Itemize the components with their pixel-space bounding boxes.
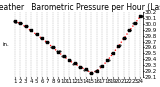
Point <box>45 42 47 43</box>
Point <box>41 37 43 39</box>
Point <box>59 51 61 52</box>
Point <box>83 69 86 70</box>
Point <box>94 70 97 71</box>
Point <box>129 30 132 31</box>
Point <box>117 45 120 46</box>
Point <box>13 21 16 22</box>
Point <box>57 51 60 52</box>
Point <box>39 37 42 38</box>
Point <box>112 52 114 54</box>
Point <box>89 72 92 73</box>
Point <box>108 59 110 60</box>
Point <box>63 55 65 56</box>
Point <box>30 30 32 31</box>
Point <box>63 55 65 57</box>
Point <box>46 41 49 43</box>
Point <box>139 15 141 17</box>
Point <box>20 23 23 24</box>
Point <box>72 62 75 64</box>
Point <box>35 33 38 35</box>
Point <box>80 67 82 68</box>
Point <box>24 25 27 27</box>
Point <box>29 30 32 31</box>
Point <box>46 41 48 43</box>
Point <box>56 51 59 52</box>
Point <box>123 37 125 39</box>
Point <box>79 66 81 68</box>
Point <box>133 22 136 24</box>
Title: Milwaukee Weather   Barometric Pressure per Hour (Last 24 Hours): Milwaukee Weather Barometric Pressure pe… <box>0 3 160 12</box>
Point <box>50 46 53 48</box>
Point <box>96 70 99 71</box>
Point <box>34 33 37 35</box>
Point <box>100 65 103 67</box>
Point <box>106 59 109 61</box>
Point <box>118 45 121 46</box>
Point <box>91 72 93 74</box>
Point <box>74 63 77 64</box>
Point <box>140 15 143 17</box>
Point <box>140 15 143 17</box>
Point <box>106 59 108 61</box>
Point <box>30 30 32 31</box>
Point <box>126 30 129 31</box>
Point <box>15 21 17 22</box>
Point <box>133 22 136 24</box>
Point <box>40 37 42 38</box>
Point <box>19 22 21 24</box>
Point <box>138 15 141 17</box>
Point <box>84 69 87 70</box>
Point <box>129 30 132 31</box>
Point <box>86 69 88 70</box>
Point <box>19 22 22 24</box>
Point <box>89 72 92 74</box>
Point <box>41 37 44 38</box>
Point <box>14 21 17 22</box>
Point <box>95 70 98 71</box>
Point <box>80 66 83 68</box>
Point <box>13 21 16 22</box>
Point <box>73 63 76 64</box>
Point <box>132 23 135 24</box>
Point <box>35 33 38 35</box>
Point <box>72 63 75 64</box>
Point <box>122 37 124 39</box>
Text: in.: in. <box>3 42 9 47</box>
Point <box>106 59 109 61</box>
Point <box>68 59 71 61</box>
Point <box>47 41 49 43</box>
Point <box>101 65 103 67</box>
Point <box>25 26 28 27</box>
Point <box>117 45 120 47</box>
Point <box>135 22 137 24</box>
Point <box>68 59 70 61</box>
Point <box>53 46 56 48</box>
Point <box>30 30 33 31</box>
Point <box>23 25 26 27</box>
Point <box>124 37 126 39</box>
Point <box>17 22 20 24</box>
Point <box>111 52 113 53</box>
Point <box>67 59 70 61</box>
Point <box>51 46 53 48</box>
Point <box>64 55 66 57</box>
Point <box>111 52 113 54</box>
Point <box>101 65 103 67</box>
Point <box>57 51 60 52</box>
Point <box>124 37 126 39</box>
Point <box>36 33 39 34</box>
Point <box>128 30 131 31</box>
Point <box>77 66 80 68</box>
Point <box>69 59 72 61</box>
Point <box>23 25 26 27</box>
Point <box>110 52 113 53</box>
Point <box>52 46 54 48</box>
Point <box>84 69 86 70</box>
Point <box>61 55 64 57</box>
Point <box>90 72 92 74</box>
Point <box>96 70 99 71</box>
Point <box>99 65 102 66</box>
Point <box>118 45 121 46</box>
